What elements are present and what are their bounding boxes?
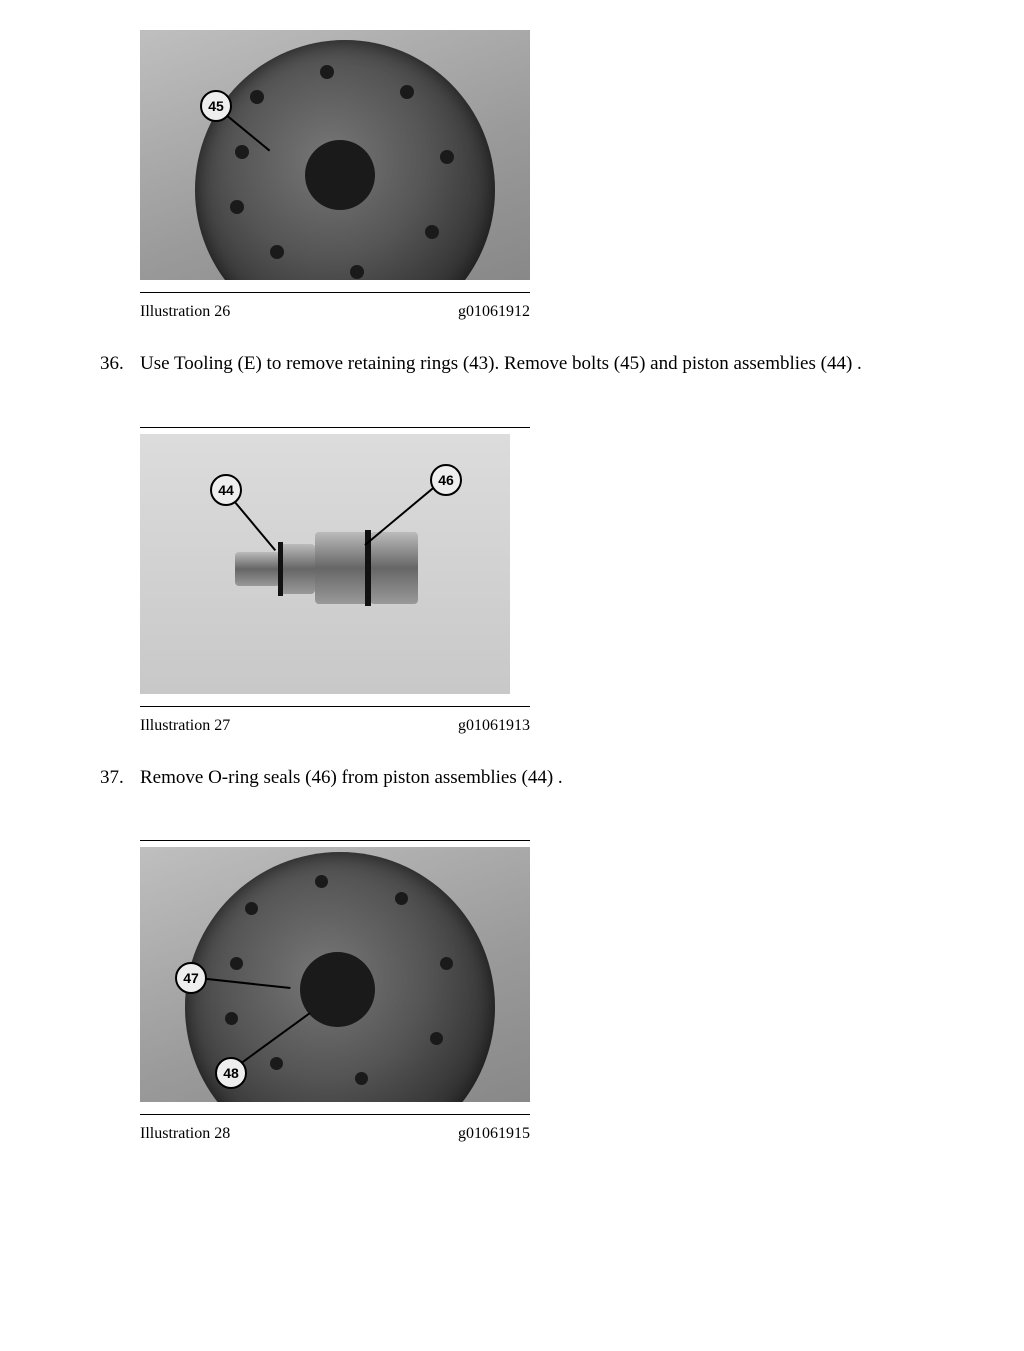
step-number: 37. bbox=[100, 765, 140, 791]
figure-separator bbox=[140, 292, 530, 293]
step-text: Remove O-ring seals (46) from piston ass… bbox=[140, 765, 964, 791]
bolt-hole bbox=[440, 150, 454, 164]
bolt-hole bbox=[250, 90, 264, 104]
bolt-hole bbox=[235, 145, 249, 159]
figure-image-26: 45 bbox=[140, 30, 530, 280]
figure-separator bbox=[140, 840, 530, 841]
figure-code: g01061913 bbox=[458, 717, 530, 735]
figure-code: g01061915 bbox=[458, 1125, 530, 1143]
step-36: 36. Use Tooling (E) to remove retaining … bbox=[100, 351, 964, 377]
figure-separator bbox=[140, 1114, 530, 1115]
figure-caption-28: Illustration 28 g01061915 bbox=[140, 1121, 530, 1143]
figure-separator bbox=[140, 706, 530, 707]
piston-segment bbox=[370, 532, 418, 604]
figure-caption-27: Illustration 27 g01061913 bbox=[140, 713, 530, 735]
bolt-hole bbox=[320, 65, 334, 79]
figure-separator bbox=[140, 427, 530, 428]
center-bore bbox=[300, 952, 375, 1027]
bolt-hole bbox=[230, 200, 244, 214]
figure-label: Illustration 26 bbox=[140, 303, 230, 321]
bolt-hole bbox=[400, 85, 414, 99]
figure-caption-26: Illustration 26 g01061912 bbox=[140, 299, 530, 321]
step-number: 36. bbox=[100, 351, 140, 377]
center-bore bbox=[305, 140, 375, 210]
step-37: 37. Remove O-ring seals (46) from piston… bbox=[100, 765, 964, 791]
piston-segment bbox=[315, 532, 370, 604]
figure-block-28: 4748 Illustration 28 g01061915 bbox=[140, 840, 530, 1143]
figure-image-28: 4748 bbox=[140, 847, 530, 1102]
o-ring bbox=[278, 542, 283, 596]
piston-segment bbox=[235, 552, 280, 586]
bolt-hole bbox=[270, 245, 284, 259]
bolt-hole bbox=[350, 265, 364, 279]
bolt-hole bbox=[425, 225, 439, 239]
callout-bubble: 46 bbox=[430, 464, 462, 496]
figure-label: Illustration 27 bbox=[140, 717, 230, 735]
figure-image-27: 44 46 bbox=[140, 434, 510, 694]
figure-label: Illustration 28 bbox=[140, 1125, 230, 1143]
piston-segment bbox=[280, 544, 315, 594]
step-text: Use Tooling (E) to remove retaining ring… bbox=[140, 351, 964, 377]
callout-bubble: 45 bbox=[200, 90, 232, 122]
figure-block-27: 44 46 Illustration 27 g01061913 bbox=[140, 427, 530, 735]
figure-code: g01061912 bbox=[458, 303, 530, 321]
callout-bubble: 44 bbox=[210, 474, 242, 506]
figure-block-26: 45 Illustration 26 g01061912 bbox=[140, 30, 530, 321]
document-page: 45 Illustration 26 g01061912 36. Use Too… bbox=[0, 0, 1024, 1351]
